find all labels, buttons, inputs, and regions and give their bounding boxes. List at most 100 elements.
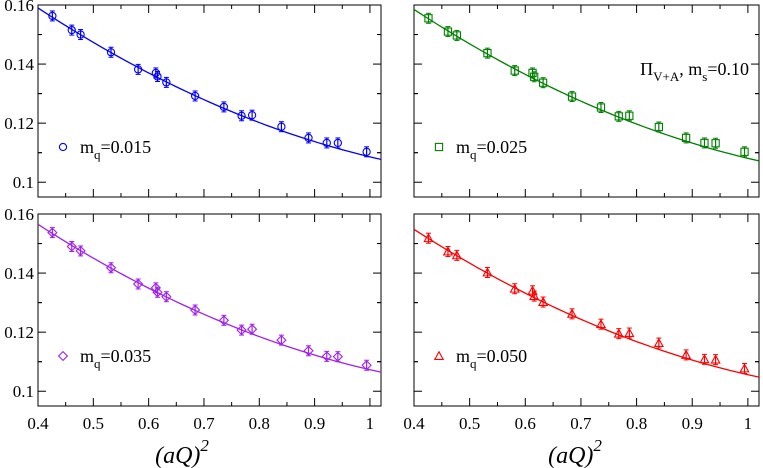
x-tick-label: 1 — [366, 414, 375, 433]
x-tick-label: 0.4 — [403, 414, 425, 433]
data-point — [76, 30, 85, 39]
data-point — [277, 122, 286, 131]
svg-text:(aQ)2: (aQ)2 — [155, 436, 209, 468]
data-point — [451, 250, 462, 260]
data-point — [237, 111, 246, 120]
x-tick-label: 0.6 — [138, 414, 159, 433]
legend-label-main: m — [456, 137, 470, 157]
data-point — [423, 232, 434, 243]
data-point — [700, 138, 709, 148]
legend-label-sub: q — [470, 356, 477, 371]
data-point — [57, 350, 69, 362]
annotation-sub: s — [702, 69, 707, 84]
data-point — [218, 315, 230, 326]
panel-mq-0-015: 0.1 0.12 0.14 0.16 mq=0.015 — [4, 0, 382, 198]
data-point — [48, 11, 57, 21]
data-point — [433, 350, 445, 360]
legend-label-value: =0.025 — [477, 137, 528, 157]
data-point — [152, 287, 163, 298]
data-point — [105, 262, 117, 273]
x-tick-label: 1 — [744, 414, 753, 433]
data-point — [567, 92, 577, 101]
data-point — [133, 65, 143, 74]
data-point — [596, 103, 606, 112]
data-point — [537, 296, 549, 306]
legend-label: mq=0.035 — [80, 346, 151, 371]
data-point — [247, 111, 257, 120]
x-axis-title-right: (aQ)2 — [548, 436, 602, 468]
x-axis-title-exponent: 2 — [593, 436, 602, 455]
data-point — [452, 31, 461, 40]
data-point — [710, 354, 721, 364]
y-tick-label: 0.12 — [4, 323, 34, 342]
plot-frame — [37, 213, 382, 407]
data-point — [653, 337, 664, 348]
data-point — [443, 27, 453, 36]
legend-label-main: m — [80, 346, 94, 366]
data-point — [510, 66, 519, 75]
data-point — [75, 245, 86, 257]
data-point — [538, 78, 548, 87]
x-axis-title-text: (aQ) — [155, 443, 200, 468]
annotation-mid: , m — [679, 59, 702, 79]
data-point — [321, 351, 332, 362]
y-tick-label: 0.12 — [4, 114, 34, 133]
data-point — [566, 308, 578, 318]
x-tick-label: 0.7 — [570, 414, 592, 433]
data-point — [530, 72, 539, 81]
data-point — [322, 138, 331, 148]
x-tick-label: 0.4 — [27, 414, 49, 433]
x-tick-label: 0.5 — [459, 414, 480, 433]
data-point — [361, 360, 372, 371]
data-point — [483, 48, 492, 58]
annotation-value: =0.10 — [707, 59, 749, 79]
data-point — [161, 291, 172, 302]
data-point — [613, 328, 624, 338]
data-point — [529, 290, 540, 301]
legend-label-value: =0.015 — [101, 137, 152, 157]
data-point — [740, 147, 749, 156]
data-point — [132, 278, 144, 290]
panel-mq-0-035: 0.4 0.5 0.6 0.7 0.8 0.9 1 0.1 0.12 0.14 0.16 mq=0.0… — [4, 205, 382, 433]
plot-frame — [37, 4, 382, 198]
x-tick-label: 0.8 — [626, 414, 647, 433]
data-point — [424, 14, 433, 23]
legend-label-sub: q — [470, 147, 477, 162]
data-point — [332, 351, 344, 362]
data-point — [219, 102, 229, 112]
x-tick-label: 0.5 — [83, 414, 104, 433]
annotation-main: Π — [640, 59, 653, 79]
x-tick-label: 0.7 — [193, 414, 215, 433]
data-point — [595, 318, 607, 329]
data-point — [153, 72, 162, 81]
legend-label: mq=0.050 — [456, 346, 527, 371]
data-point — [150, 282, 162, 294]
legend-label: mq=0.025 — [456, 137, 527, 162]
y-tick-label: 0.14 — [4, 55, 34, 74]
y-tick-label: 0.14 — [4, 264, 34, 283]
legend-label-main: m — [80, 137, 94, 157]
data-point — [189, 304, 201, 316]
x-tick-label: 0.9 — [682, 414, 703, 433]
data-point — [434, 142, 444, 152]
data-point — [699, 353, 710, 364]
panel-mq-0-050: 0.4 0.5 0.6 0.7 0.8 0.9 1 mq=0.050 — [403, 213, 760, 433]
data-point — [67, 25, 76, 35]
data-point — [246, 324, 258, 335]
data-point — [739, 363, 750, 373]
x-tick-label: 0.9 — [304, 414, 325, 433]
legend-label-sub: q — [94, 356, 101, 371]
x-tick-label: 0.6 — [515, 414, 536, 433]
data-point — [509, 283, 520, 293]
legend-label-main: m — [456, 346, 470, 366]
data-point — [482, 267, 493, 277]
data-point — [303, 345, 314, 356]
x-axis-title-exponent: 2 — [200, 436, 209, 455]
fit-curve — [414, 8, 759, 162]
data-point — [106, 48, 116, 57]
legend-label: mq=0.015 — [80, 137, 151, 162]
data-point — [58, 142, 68, 152]
data-point — [442, 246, 454, 256]
data-point — [680, 349, 692, 359]
